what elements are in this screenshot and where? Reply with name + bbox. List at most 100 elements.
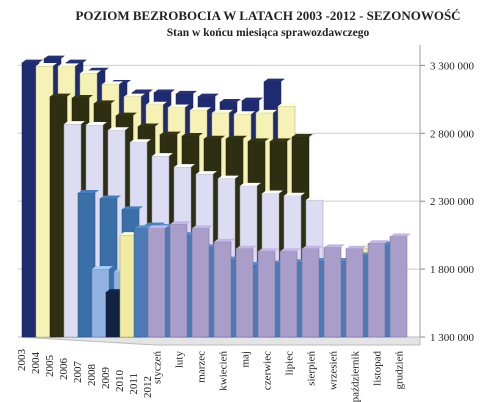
- bar: [345, 248, 364, 338]
- x-tick-label: czerwiec: [262, 351, 274, 390]
- bar: [169, 224, 188, 338]
- bar-top: [50, 93, 71, 97]
- bar-top: [22, 59, 43, 63]
- x-tick-label: sierpień: [306, 351, 318, 386]
- bar-top: [78, 190, 99, 194]
- x-tick-label: grudzień: [394, 351, 406, 390]
- bar: [235, 248, 254, 338]
- chart-title: POZIOM BEZROBOCIA W LATACH 2003 -2012 - …: [75, 8, 460, 23]
- bar-top: [284, 192, 305, 196]
- bar-top: [242, 97, 263, 101]
- bar-top: [280, 248, 301, 252]
- y-tick-label: 2 300 000: [430, 196, 475, 208]
- y-tick-label: 3 300 000: [430, 60, 475, 72]
- bar-top: [122, 206, 143, 210]
- bar: [323, 247, 342, 338]
- series-label: 2004: [30, 352, 42, 375]
- x-tick-label: październik: [350, 351, 362, 402]
- bar-top: [390, 233, 411, 237]
- series-label: 2007: [72, 361, 84, 384]
- bar-top: [236, 245, 257, 249]
- bar-top: [234, 111, 255, 115]
- bar-top: [100, 195, 121, 199]
- bar-top: [212, 109, 233, 113]
- bar-top: [72, 94, 93, 98]
- bar-top: [152, 153, 173, 157]
- bar-top: [154, 89, 175, 93]
- bar-top: [36, 63, 57, 67]
- y-tick-label: 2 800 000: [430, 128, 475, 140]
- bar-top: [220, 99, 241, 103]
- bar-top: [168, 104, 189, 108]
- bar-top: [124, 93, 145, 97]
- bar-top: [64, 121, 85, 125]
- bar-top: [226, 135, 247, 139]
- bar-top: [170, 221, 191, 225]
- bar-top: [58, 63, 79, 67]
- bar-top: [306, 196, 327, 200]
- bar-top: [248, 138, 269, 142]
- series-label: 2006: [58, 358, 70, 381]
- bar-top: [174, 164, 195, 168]
- bar-top: [86, 121, 107, 125]
- bar-top: [44, 55, 65, 59]
- bar-top: [192, 225, 213, 229]
- floor: [17, 336, 421, 346]
- y-tick-label: 1 300 000: [430, 332, 475, 344]
- bar-top: [302, 245, 323, 249]
- bar-top: [148, 225, 169, 229]
- bar-top: [204, 135, 225, 139]
- bar-top: [292, 133, 313, 137]
- bar: [213, 241, 232, 338]
- bar-top: [214, 238, 235, 242]
- bar-top: [218, 175, 239, 179]
- bar-top: [176, 90, 197, 94]
- x-tick-label: lipiec: [284, 351, 296, 376]
- bar-top: [346, 245, 367, 249]
- bar: [389, 236, 408, 338]
- x-tick-label: styczeń: [152, 351, 164, 384]
- bar: [367, 243, 386, 338]
- series-label: 2010: [114, 370, 126, 393]
- bar-top: [94, 100, 115, 104]
- bar-top: [270, 138, 291, 142]
- bar-top: [240, 182, 261, 186]
- bar-top: [264, 78, 285, 82]
- bar-top: [182, 132, 203, 136]
- bar-top: [80, 70, 101, 74]
- bar-top: [102, 81, 123, 85]
- bar-top: [198, 93, 219, 97]
- bar-top: [132, 89, 153, 93]
- bar-top: [108, 127, 129, 131]
- bar-top: [368, 240, 389, 244]
- bar-top: [146, 101, 167, 105]
- bar-top: [138, 123, 159, 127]
- bar-top: [160, 131, 181, 135]
- series-label: 2005: [44, 355, 56, 378]
- bar-top: [278, 103, 299, 107]
- bar: [257, 251, 276, 338]
- series-label: 2011: [128, 373, 140, 395]
- y-tick-label: 1 800 000: [430, 264, 475, 276]
- bar-top: [196, 171, 217, 175]
- bar-top: [324, 244, 345, 248]
- x-tick-label: kwiecień: [218, 351, 230, 391]
- series-label: 2008: [86, 364, 98, 387]
- series-label: 2003: [16, 349, 28, 372]
- bar-top: [116, 112, 137, 116]
- x-tick-label: luty: [174, 351, 186, 369]
- bar: [191, 228, 210, 338]
- bar-top: [262, 190, 283, 194]
- bar-top: [88, 67, 109, 71]
- bar: [301, 248, 320, 338]
- bar-top: [256, 109, 277, 113]
- bar-top: [190, 107, 211, 111]
- series-label: 2012: [142, 376, 154, 398]
- x-tick-label: maj: [240, 351, 252, 368]
- chart-subtitle: Stan w końcu miesiąca sprawozdawczego: [167, 27, 370, 39]
- bar-top: [258, 248, 279, 252]
- series-label: 2009: [100, 367, 112, 390]
- bar-top: [66, 59, 87, 63]
- x-tick-label: wrzesień: [328, 351, 340, 391]
